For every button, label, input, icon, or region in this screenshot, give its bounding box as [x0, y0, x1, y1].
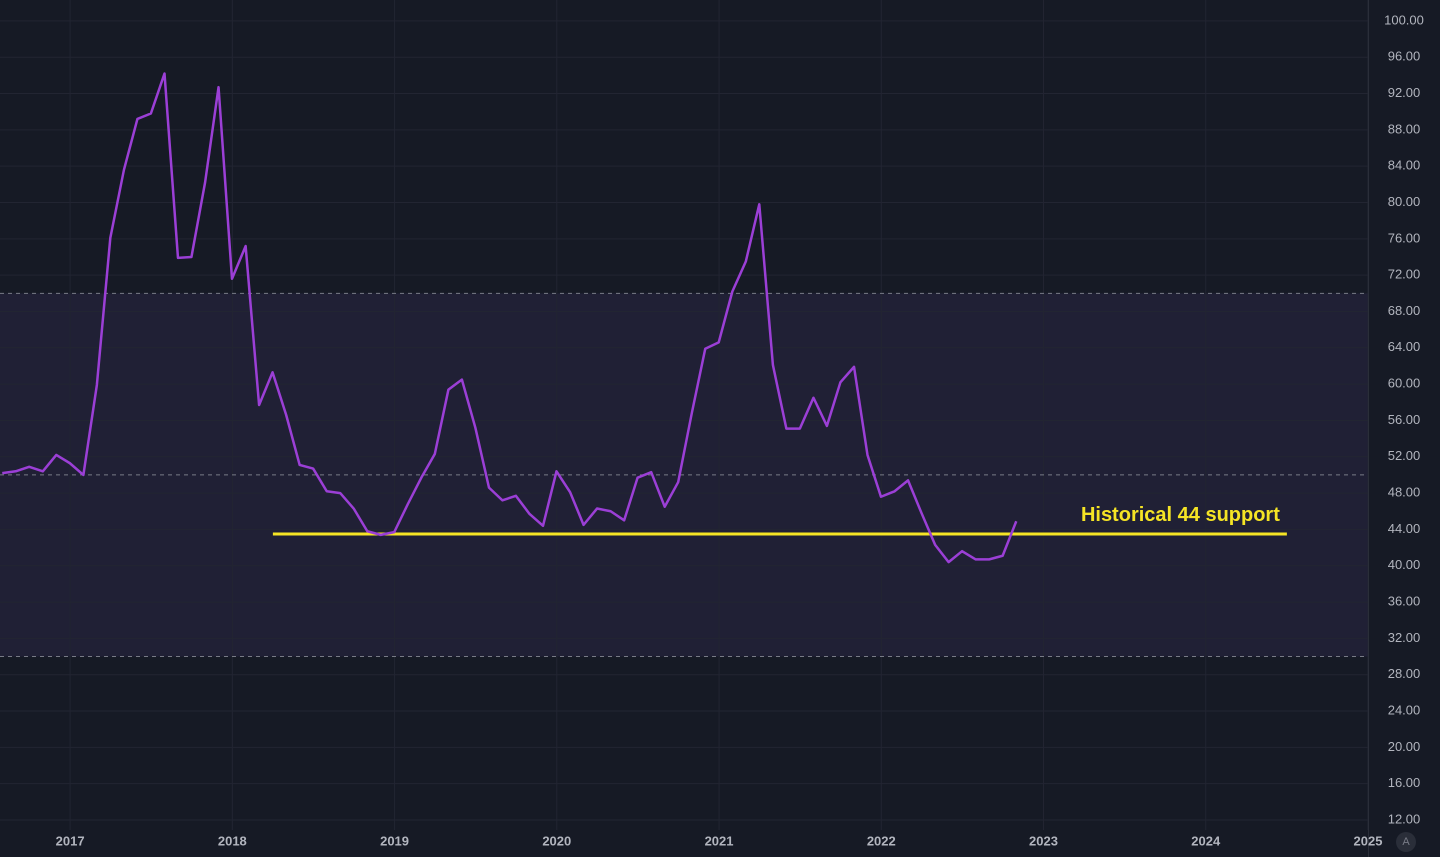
- y-tick-label: 56.00: [1388, 412, 1421, 427]
- x-axis-labels: 2017 2018 2019 2020 2021 2022 2023 2024 2025: [56, 833, 1383, 848]
- y-tick-label: 92.00: [1388, 85, 1421, 100]
- y-tick-label: 16.00: [1388, 775, 1421, 790]
- y-tick-label: 52.00: [1388, 448, 1421, 463]
- y-tick-label: 76.00: [1388, 230, 1421, 245]
- y-tick-label: 84.00: [1388, 158, 1421, 173]
- y-tick-label: 60.00: [1388, 376, 1421, 391]
- y-tick-label: 44.00: [1388, 521, 1421, 536]
- x-tick-label: 2020: [542, 833, 571, 848]
- x-tick-label: 2018: [218, 833, 247, 848]
- y-tick-label: 64.00: [1388, 339, 1421, 354]
- x-tick-label: 2023: [1029, 833, 1058, 848]
- x-tick-label: 2017: [56, 833, 85, 848]
- x-tick-label: 2022: [867, 833, 896, 848]
- auto-button-bg[interactable]: [1396, 832, 1416, 852]
- y-tick-label: 12.00: [1388, 811, 1421, 826]
- y-tick-label: 36.00: [1388, 594, 1421, 609]
- y-tick-label: 20.00: [1388, 739, 1421, 754]
- y-tick-label: 48.00: [1388, 485, 1421, 500]
- y-tick-label: 68.00: [1388, 303, 1421, 318]
- x-tick-label: 2024: [1191, 833, 1221, 848]
- y-tick-label: 88.00: [1388, 121, 1421, 136]
- x-tick-label: 2025: [1354, 833, 1383, 848]
- x-tick-label: 2021: [705, 833, 734, 848]
- y-tick-label: 100.00: [1384, 12, 1424, 27]
- y-tick-label: 40.00: [1388, 557, 1421, 572]
- y-tick-label: 96.00: [1388, 49, 1421, 64]
- y-tick-label: 80.00: [1388, 194, 1421, 209]
- rsi-line: [2, 72, 1018, 564]
- support-label: Historical 44 support: [1081, 504, 1280, 526]
- auto-scale-button[interactable]: A: [1396, 832, 1416, 852]
- y-tick-label: 32.00: [1388, 630, 1421, 645]
- y-tick-label: 24.00: [1388, 702, 1421, 717]
- x-tick-label: 2019: [380, 833, 409, 848]
- y-tick-label: 28.00: [1388, 666, 1421, 681]
- y-tick-label: 72.00: [1388, 267, 1421, 282]
- auto-button-label[interactable]: A: [1402, 836, 1410, 848]
